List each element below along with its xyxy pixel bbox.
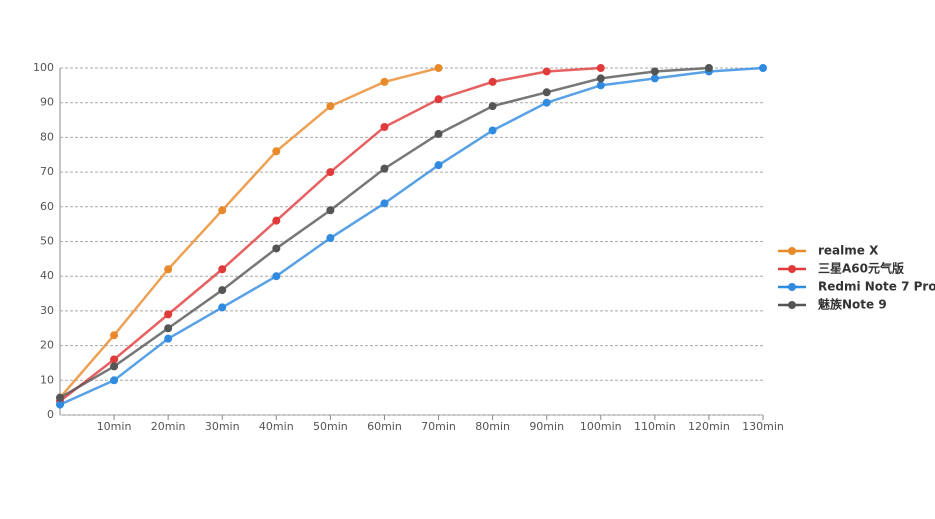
- x-tick-label: 110min: [634, 420, 676, 433]
- data-point: [56, 393, 64, 402]
- data-point: [434, 161, 443, 170]
- data-point: [218, 265, 227, 274]
- data-point: [488, 102, 497, 111]
- data-point: [542, 98, 551, 107]
- data-point: [272, 147, 281, 156]
- y-tick-label: 90: [40, 96, 54, 109]
- x-tick-label: 100min: [580, 420, 622, 433]
- data-point: [650, 74, 659, 83]
- y-tick-label: 30: [40, 304, 54, 317]
- series-line: [59, 66, 439, 399]
- data-point: [596, 74, 605, 83]
- y-tick-label: 100: [33, 61, 54, 74]
- legend-marker: [788, 301, 796, 309]
- y-tick-label: 60: [40, 200, 54, 213]
- data-point: [542, 67, 551, 76]
- y-tick-label: 0: [47, 408, 54, 421]
- x-tick-label: 120min: [688, 420, 730, 433]
- data-point: [434, 64, 443, 72]
- data-point: [380, 164, 389, 173]
- data-point: [488, 77, 497, 86]
- x-tick-label: 30min: [205, 420, 240, 433]
- data-point: [164, 265, 173, 274]
- x-tick-label: 80min: [475, 420, 510, 433]
- data-point: [164, 310, 173, 319]
- data-point: [272, 216, 281, 225]
- data-point: [596, 64, 605, 72]
- x-tick-label: 90min: [529, 420, 564, 433]
- data-point: [326, 102, 335, 111]
- y-tick-label: 80: [40, 130, 54, 143]
- data-point: [110, 331, 119, 340]
- x-tick-label: 50min: [313, 420, 348, 433]
- data-point: [650, 67, 659, 76]
- legend-marker: [788, 283, 796, 291]
- data-point: [218, 206, 227, 215]
- legend-label: realme X: [818, 244, 879, 258]
- x-tick-label: 10min: [97, 420, 132, 433]
- legend-label: Redmi Note 7 Pro: [818, 280, 935, 294]
- y-tick-label: 20: [40, 339, 54, 352]
- legend-label: 魅族Note 9: [818, 297, 887, 312]
- data-point: [326, 234, 335, 243]
- y-tick-label: 40: [40, 269, 54, 282]
- x-tick-label: 130min: [742, 420, 784, 433]
- legend-marker: [788, 247, 796, 255]
- data-point: [434, 129, 443, 138]
- y-tick-label: 70: [40, 165, 54, 178]
- data-point: [380, 77, 389, 86]
- x-tick-label: 60min: [367, 420, 402, 433]
- y-tick-label: 10: [40, 373, 54, 386]
- x-tick-label: 20min: [151, 420, 186, 433]
- data-point: [164, 324, 173, 333]
- data-point: [434, 95, 443, 104]
- data-point: [326, 168, 335, 177]
- data-point: [110, 362, 119, 371]
- legend-label: 三星A60元气版: [818, 261, 904, 276]
- data-point: [704, 64, 713, 72]
- data-point: [272, 272, 281, 281]
- data-point: [272, 244, 281, 253]
- x-tick-label: 40min: [259, 420, 294, 433]
- series-line: [59, 66, 764, 406]
- data-point: [56, 400, 64, 409]
- data-point: [488, 126, 497, 135]
- data-point: [596, 81, 605, 90]
- data-point: [542, 88, 551, 97]
- data-point: [759, 64, 767, 72]
- data-point: [218, 286, 227, 295]
- data-point: [326, 206, 335, 215]
- data-point: [218, 303, 227, 312]
- data-point: [380, 199, 389, 208]
- y-tick-label: 50: [40, 235, 54, 248]
- data-point: [164, 334, 173, 343]
- legend-marker: [788, 265, 796, 273]
- data-point: [380, 122, 389, 131]
- x-tick-label: 70min: [421, 420, 456, 433]
- data-point: [110, 376, 119, 385]
- data-point: [110, 355, 119, 364]
